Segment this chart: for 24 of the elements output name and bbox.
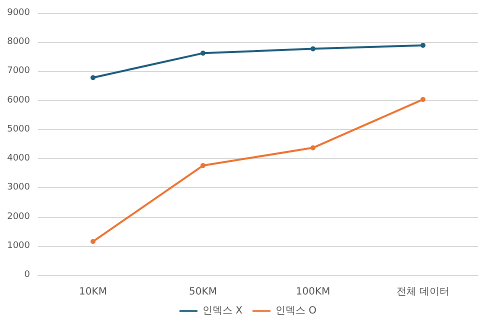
x-tick-label: 100KM: [296, 286, 330, 298]
point: [200, 50, 206, 56]
point: [90, 75, 96, 80]
y-tick-label: 8000: [7, 37, 30, 48]
y-tick-label: 4000: [7, 154, 30, 164]
y-tick-label: 0: [24, 270, 30, 280]
y-tick-label: 2000: [7, 212, 30, 222]
y-tick-label: 7000: [7, 66, 30, 76]
x-tick-label: 전체 데이터: [396, 286, 450, 298]
point: [200, 163, 206, 168]
y-tick-label: 1000: [7, 240, 30, 251]
point: [90, 239, 96, 244]
y-tick-label: 3000: [7, 182, 30, 193]
y-tick-label: 6000: [7, 95, 30, 106]
legend-label: 인덱스 O: [275, 306, 317, 316]
legend-label: 인덱스 X: [202, 306, 243, 316]
x-tick-label: 10KM: [79, 286, 107, 298]
y-tick-label: 9000: [7, 8, 30, 18]
point: [420, 42, 426, 48]
y-tick-label: 5000: [7, 124, 30, 134]
point: [420, 96, 426, 102]
point: [310, 145, 316, 150]
x-tick-label: 50KM: [189, 286, 217, 298]
point: [310, 46, 316, 52]
